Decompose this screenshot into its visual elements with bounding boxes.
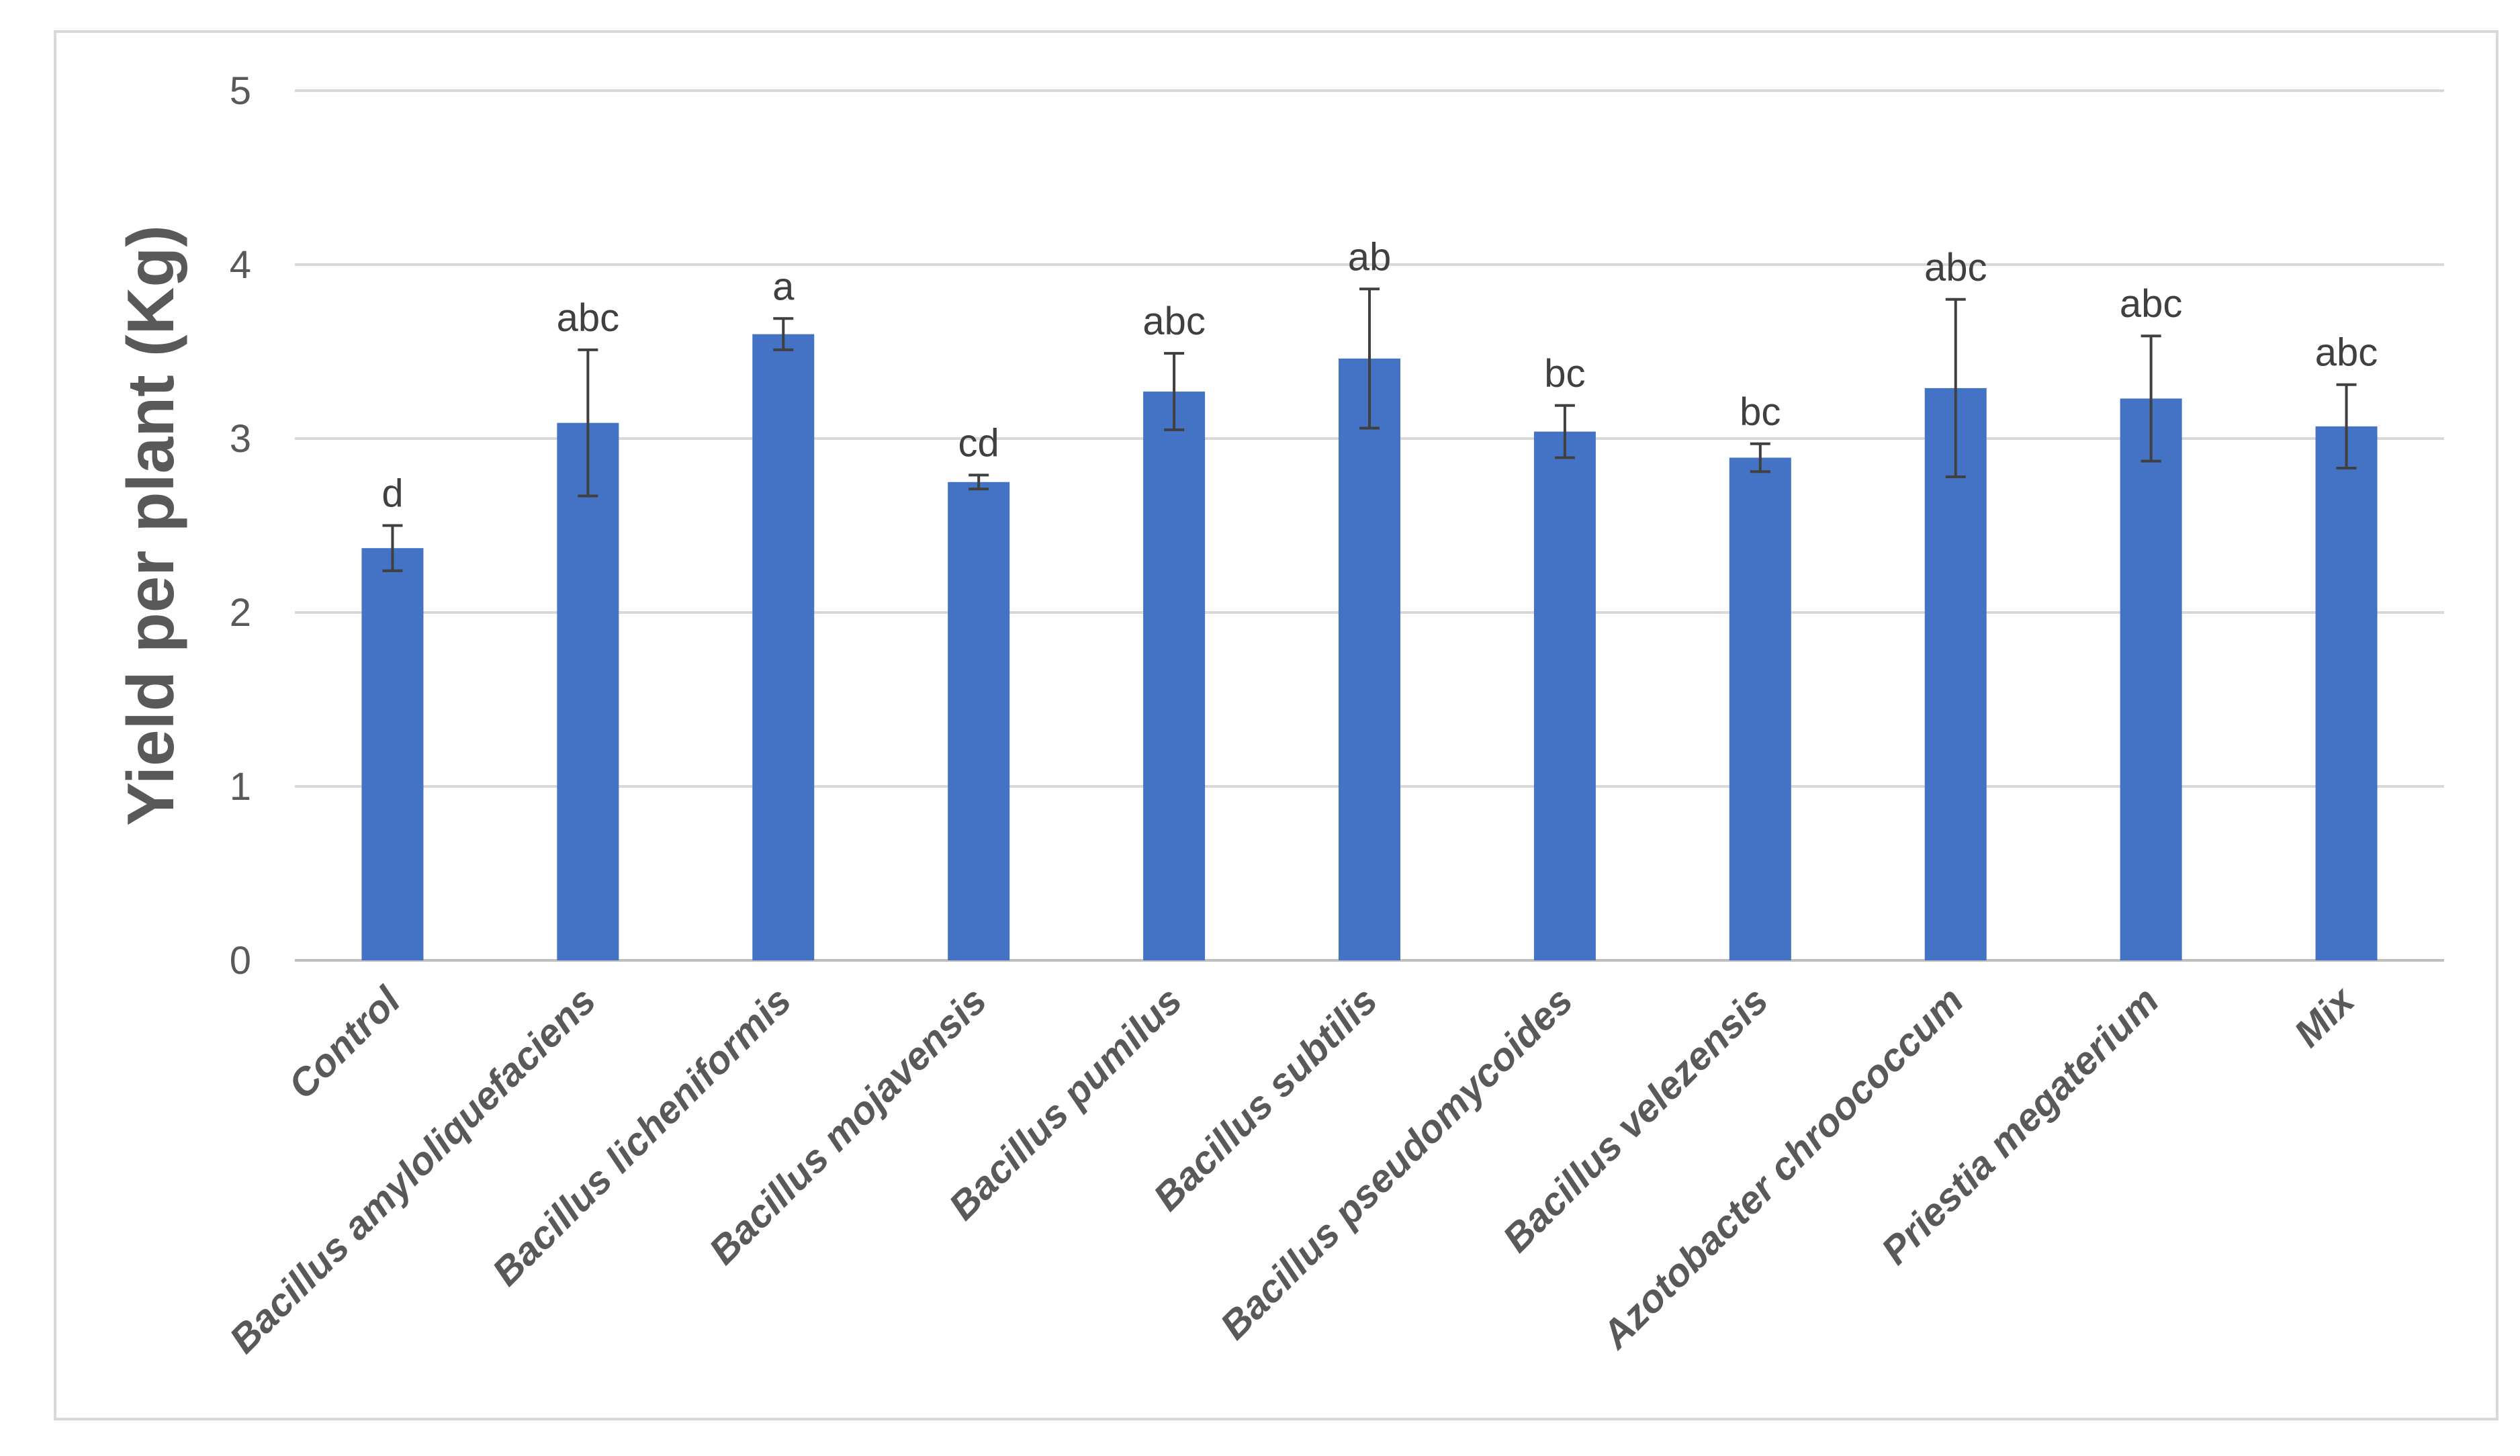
y-tick-label: 4 [230,243,251,287]
y-axis-label: Yield per plant (Kg) [114,225,187,826]
significance-letter: abc [2120,282,2183,326]
bar [1729,457,1791,960]
bar [1339,358,1400,960]
y-tick-label: 5 [230,69,251,113]
significance-letter: abc [1924,246,1987,289]
significance-letters: d abc a cd abc ab bc bc abc abc abc [381,235,2378,515]
significance-letter: bc [1740,390,1781,434]
significance-letter: abc [2315,331,2378,375]
significance-letter: abc [1142,300,1206,343]
significance-letter: bc [1544,352,1585,396]
error-bar [2336,383,2357,470]
bar [557,422,619,960]
error-bars [382,287,2357,572]
y-tick-label: 3 [230,417,251,461]
error-bar [382,524,403,572]
error-bar [773,317,794,351]
bar [1533,431,1596,960]
x-tick-label: Bacillus pseudomycoides [1212,979,1581,1348]
bar [1924,388,1987,960]
bar [948,482,1010,960]
significance-letter: a [772,265,795,308]
bar [2120,398,2182,960]
error-bar [1945,298,1966,478]
error-bar [1554,404,1575,459]
error-bar [969,473,989,491]
error-bar [1359,287,1380,430]
x-tick-label: Control [280,978,410,1107]
y-tick-label: 0 [230,939,251,983]
bar [2315,426,2378,960]
x-tick-label: Mix [2286,977,2364,1055]
x-tick-label: Azotobacter chroococcum [1592,979,1972,1358]
y-axis-ticks: 0 1 2 3 4 5 [230,69,251,983]
bars [361,334,2378,961]
significance-letter: ab [1348,235,1392,279]
chart-frame: 0 1 2 3 4 5 d abc a cd abc ab bc bc abc abc abc Control… [54,30,2499,1420]
error-bar [2141,334,2161,463]
significance-letter: cd [958,421,999,465]
x-tick-label: Bacillus amyloliquefaciens [221,979,604,1361]
error-bar [1164,352,1185,432]
bar [752,334,815,961]
y-tick-label: 1 [230,765,251,809]
error-bar [578,348,598,498]
bar [1143,392,1206,960]
significance-letter: abc [557,296,620,340]
y-tick-label: 2 [230,591,251,635]
error-bar [1750,442,1770,473]
bar [361,548,424,960]
bar-chart: 0 1 2 3 4 5 d abc a cd abc ab bc bc abc abc abc Control… [114,69,2444,1361]
significance-letter: d [381,472,403,516]
